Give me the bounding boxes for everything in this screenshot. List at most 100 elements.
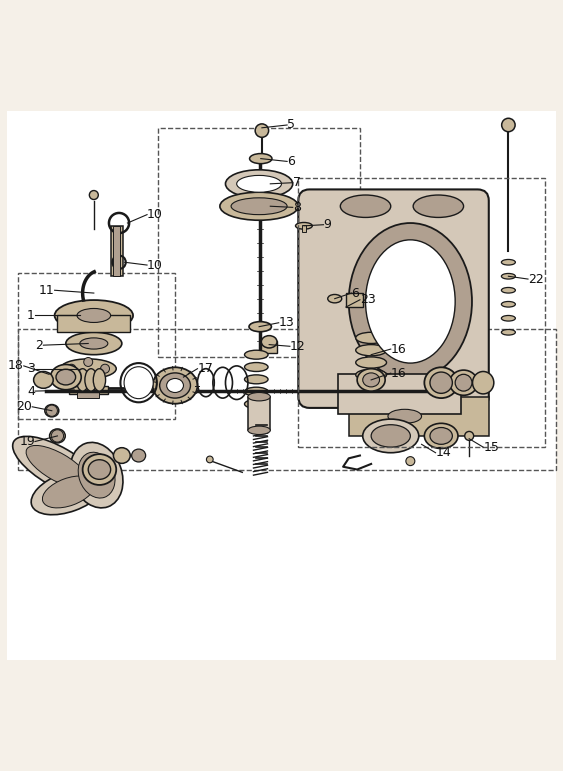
Ellipse shape: [413, 195, 463, 217]
Bar: [18, 329, 556, 470]
Circle shape: [84, 358, 93, 366]
Ellipse shape: [83, 454, 116, 485]
Text: 20: 20: [16, 400, 32, 413]
Text: 13: 13: [279, 316, 294, 329]
Ellipse shape: [244, 399, 268, 409]
Ellipse shape: [430, 372, 452, 393]
Ellipse shape: [93, 369, 106, 391]
Ellipse shape: [356, 345, 387, 355]
Ellipse shape: [85, 369, 97, 391]
Ellipse shape: [261, 335, 277, 348]
Ellipse shape: [225, 170, 293, 198]
Text: 3: 3: [27, 362, 35, 375]
Ellipse shape: [455, 374, 472, 391]
Ellipse shape: [236, 176, 282, 192]
Ellipse shape: [12, 436, 102, 497]
Ellipse shape: [45, 405, 59, 417]
Bar: [261, 341, 277, 353]
Ellipse shape: [244, 350, 268, 359]
Ellipse shape: [160, 373, 190, 398]
Ellipse shape: [153, 367, 198, 404]
Bar: [298, 178, 545, 447]
Ellipse shape: [78, 453, 115, 498]
Bar: [338, 374, 461, 413]
Ellipse shape: [167, 379, 184, 392]
Text: 6: 6: [351, 287, 359, 300]
Ellipse shape: [357, 369, 385, 391]
Ellipse shape: [124, 367, 153, 399]
Ellipse shape: [42, 476, 95, 508]
Ellipse shape: [88, 460, 111, 480]
Ellipse shape: [244, 375, 268, 384]
Text: 6: 6: [287, 155, 295, 168]
Text: 4: 4: [27, 385, 35, 398]
Circle shape: [464, 432, 473, 440]
Bar: [57, 315, 130, 332]
Circle shape: [90, 190, 99, 200]
Ellipse shape: [388, 409, 422, 423]
Ellipse shape: [231, 198, 287, 214]
Ellipse shape: [328, 295, 342, 303]
Ellipse shape: [363, 373, 379, 387]
Circle shape: [67, 364, 76, 373]
FancyBboxPatch shape: [298, 190, 489, 408]
Ellipse shape: [51, 365, 81, 389]
Ellipse shape: [244, 362, 268, 372]
Bar: [158, 128, 360, 358]
Ellipse shape: [113, 448, 130, 463]
Ellipse shape: [220, 192, 298, 221]
Text: 22: 22: [528, 273, 544, 285]
Ellipse shape: [249, 153, 272, 163]
Text: 16: 16: [391, 342, 406, 355]
Ellipse shape: [244, 387, 268, 396]
Bar: [302, 225, 306, 232]
Ellipse shape: [502, 329, 515, 335]
Bar: [248, 397, 270, 430]
Bar: [69, 386, 108, 394]
Text: 18: 18: [8, 359, 24, 372]
Ellipse shape: [248, 426, 270, 435]
Circle shape: [406, 456, 415, 466]
Ellipse shape: [430, 427, 452, 444]
Ellipse shape: [348, 223, 472, 380]
Ellipse shape: [55, 300, 133, 331]
Bar: [346, 293, 363, 307]
Ellipse shape: [34, 372, 53, 389]
Text: 17: 17: [198, 362, 213, 375]
Text: 10: 10: [147, 258, 163, 271]
Ellipse shape: [31, 469, 106, 515]
Ellipse shape: [340, 195, 391, 217]
Ellipse shape: [363, 419, 419, 453]
Ellipse shape: [502, 315, 515, 321]
Ellipse shape: [502, 288, 515, 293]
Text: 15: 15: [483, 440, 499, 453]
Ellipse shape: [248, 392, 270, 401]
Bar: [348, 397, 489, 436]
Ellipse shape: [66, 332, 122, 355]
Ellipse shape: [371, 425, 410, 447]
Ellipse shape: [60, 359, 116, 379]
Text: 9: 9: [324, 218, 332, 231]
Ellipse shape: [132, 449, 146, 462]
Circle shape: [84, 371, 93, 380]
Ellipse shape: [77, 308, 111, 322]
Ellipse shape: [356, 357, 387, 368]
Ellipse shape: [50, 429, 65, 443]
Ellipse shape: [70, 443, 123, 508]
Ellipse shape: [365, 240, 455, 363]
Text: 1: 1: [27, 309, 35, 322]
Ellipse shape: [80, 338, 108, 349]
Circle shape: [207, 456, 213, 463]
Text: 16: 16: [391, 367, 406, 379]
Bar: [113, 226, 120, 276]
Ellipse shape: [356, 332, 387, 344]
Ellipse shape: [502, 260, 515, 265]
Ellipse shape: [502, 301, 515, 307]
Text: 7: 7: [293, 177, 301, 189]
Ellipse shape: [77, 369, 89, 391]
Circle shape: [502, 118, 515, 132]
Bar: [321, 436, 534, 447]
Text: 2: 2: [35, 338, 43, 352]
Text: 12: 12: [290, 340, 306, 353]
Bar: [111, 226, 123, 276]
